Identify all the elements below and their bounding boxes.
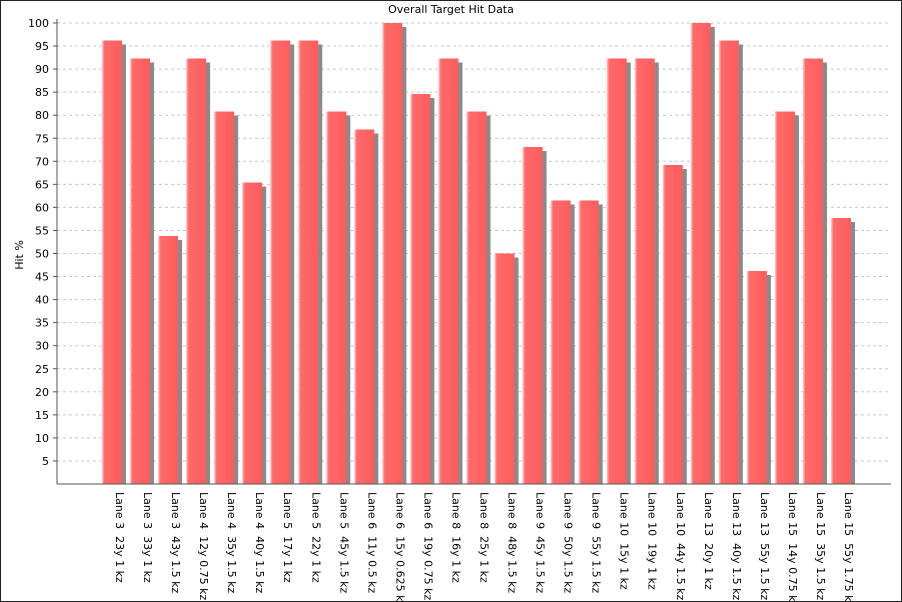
x-category-label: Lane 6 15y 0.625 kz (393, 492, 406, 601)
bar (382, 23, 403, 484)
x-category-label: Lane 4 12y 0.75 kz (197, 492, 210, 600)
x-category-label: Lane 10 44y 1.5 kz (674, 492, 687, 600)
x-category-label: Lane 6 11y 0.5 kz (365, 492, 378, 593)
bar (102, 40, 122, 484)
x-category-label: Lane 9 50y 1.5 kz (562, 492, 575, 593)
bar (522, 147, 543, 484)
bar (326, 111, 347, 485)
x-category-label: Lane 5 22y 1 kz (309, 492, 322, 583)
bar (298, 40, 319, 484)
x-category-label: Lane 3 33y 1 kz (141, 492, 154, 583)
y-tick-label: 70 (35, 155, 49, 168)
bar (690, 23, 711, 484)
bar (774, 111, 795, 485)
bar (158, 235, 179, 484)
x-category-label: Lane 4 40y 1.5 kz (253, 492, 266, 593)
bar (214, 111, 235, 485)
bar (606, 58, 627, 484)
x-category-label: Lane 8 16y 1 kz (449, 492, 462, 583)
bar (270, 40, 291, 484)
bar (662, 164, 683, 484)
x-category-label: Lane 3 23y 1 kz (113, 492, 126, 583)
bar (494, 253, 515, 484)
x-category-label: Lane 5 17y 1 kz (281, 492, 294, 583)
y-tick-label: 85 (35, 86, 49, 99)
x-category-label: Lane 4 35y 1.5 kz (225, 492, 238, 593)
x-category-label: Lane 8 48y 1.5 kz (506, 492, 519, 593)
y-tick-label: 75 (35, 132, 49, 145)
y-tick-label: 95 (35, 40, 49, 53)
bar (410, 93, 431, 484)
y-tick-labels: 5 10 15 20 25 30 35 40 45 50 55 60 65 70 75 80 85 90 95 100 (28, 17, 49, 468)
bar (802, 58, 823, 484)
bar (634, 58, 655, 484)
y-tick-label: 25 (35, 363, 49, 376)
bar (354, 129, 375, 484)
bar (130, 58, 151, 484)
x-category-label: Lane 10 15y 1 kz (618, 492, 631, 590)
bar (831, 218, 851, 485)
x-category-label: Lane 8 25y 1 kz (478, 492, 491, 583)
x-category-label: Lane 15 14y 0.75 kz (786, 492, 799, 601)
bar (438, 58, 459, 484)
bars (102, 23, 855, 485)
x-category-label: Lane 5 45y 1.5 kz (337, 492, 350, 593)
y-axis-title: Hit % (13, 240, 26, 270)
x-category-label: Lane 15 35y 1.5 kz (814, 492, 827, 600)
y-tick-label: 55 (35, 224, 49, 237)
chart-title: Overall Target Hit Data (388, 3, 514, 16)
axes (53, 19, 891, 485)
bar (746, 271, 767, 484)
bar (466, 111, 487, 485)
x-category-label: Lane 13 20y 1 kz (702, 492, 715, 590)
y-tick-label: 65 (35, 178, 49, 191)
y-tick-label: 45 (35, 271, 49, 284)
x-category-label: Lane 6 19y 0.75 kz (421, 492, 434, 600)
x-category-label: Lane 10 19y 1 kz (646, 492, 659, 590)
x-category-label: Lane 3 43y 1.5 kz (169, 492, 182, 593)
y-tick-label: 30 (35, 340, 49, 353)
x-category-labels: Lane 3 23y 1 kz Lane 3 33y 1 kz Lane 3 43y… (113, 492, 855, 601)
bar (186, 58, 207, 484)
x-category-label: Lane 9 55y 1.5 kz (590, 492, 603, 593)
x-category-label: Lane 13 55y 1.5 kz (758, 492, 771, 600)
x-category-label: Lane 9 45y 1.5 kz (534, 492, 547, 593)
y-tick-label: 5 (42, 455, 49, 468)
y-tick-label: 15 (35, 409, 49, 422)
y-tick-label: 60 (35, 201, 49, 214)
y-tick-label: 90 (35, 63, 49, 76)
y-tick-label: 80 (35, 109, 49, 122)
y-tick-label: 40 (35, 294, 49, 307)
bar (578, 200, 599, 485)
y-tick-label: 100 (28, 17, 49, 30)
y-tick-label: 10 (35, 432, 49, 445)
bar (718, 40, 739, 484)
y-tick-label: 50 (35, 248, 49, 261)
y-tick-label: 20 (35, 386, 49, 399)
x-category-label: Lane 15 55y 1.75 kz (842, 492, 855, 601)
x-category-label: Lane 13 40y 1.5 kz (730, 492, 743, 600)
bar (242, 182, 263, 485)
y-tick-label: 35 (35, 317, 49, 330)
bar (550, 200, 571, 485)
